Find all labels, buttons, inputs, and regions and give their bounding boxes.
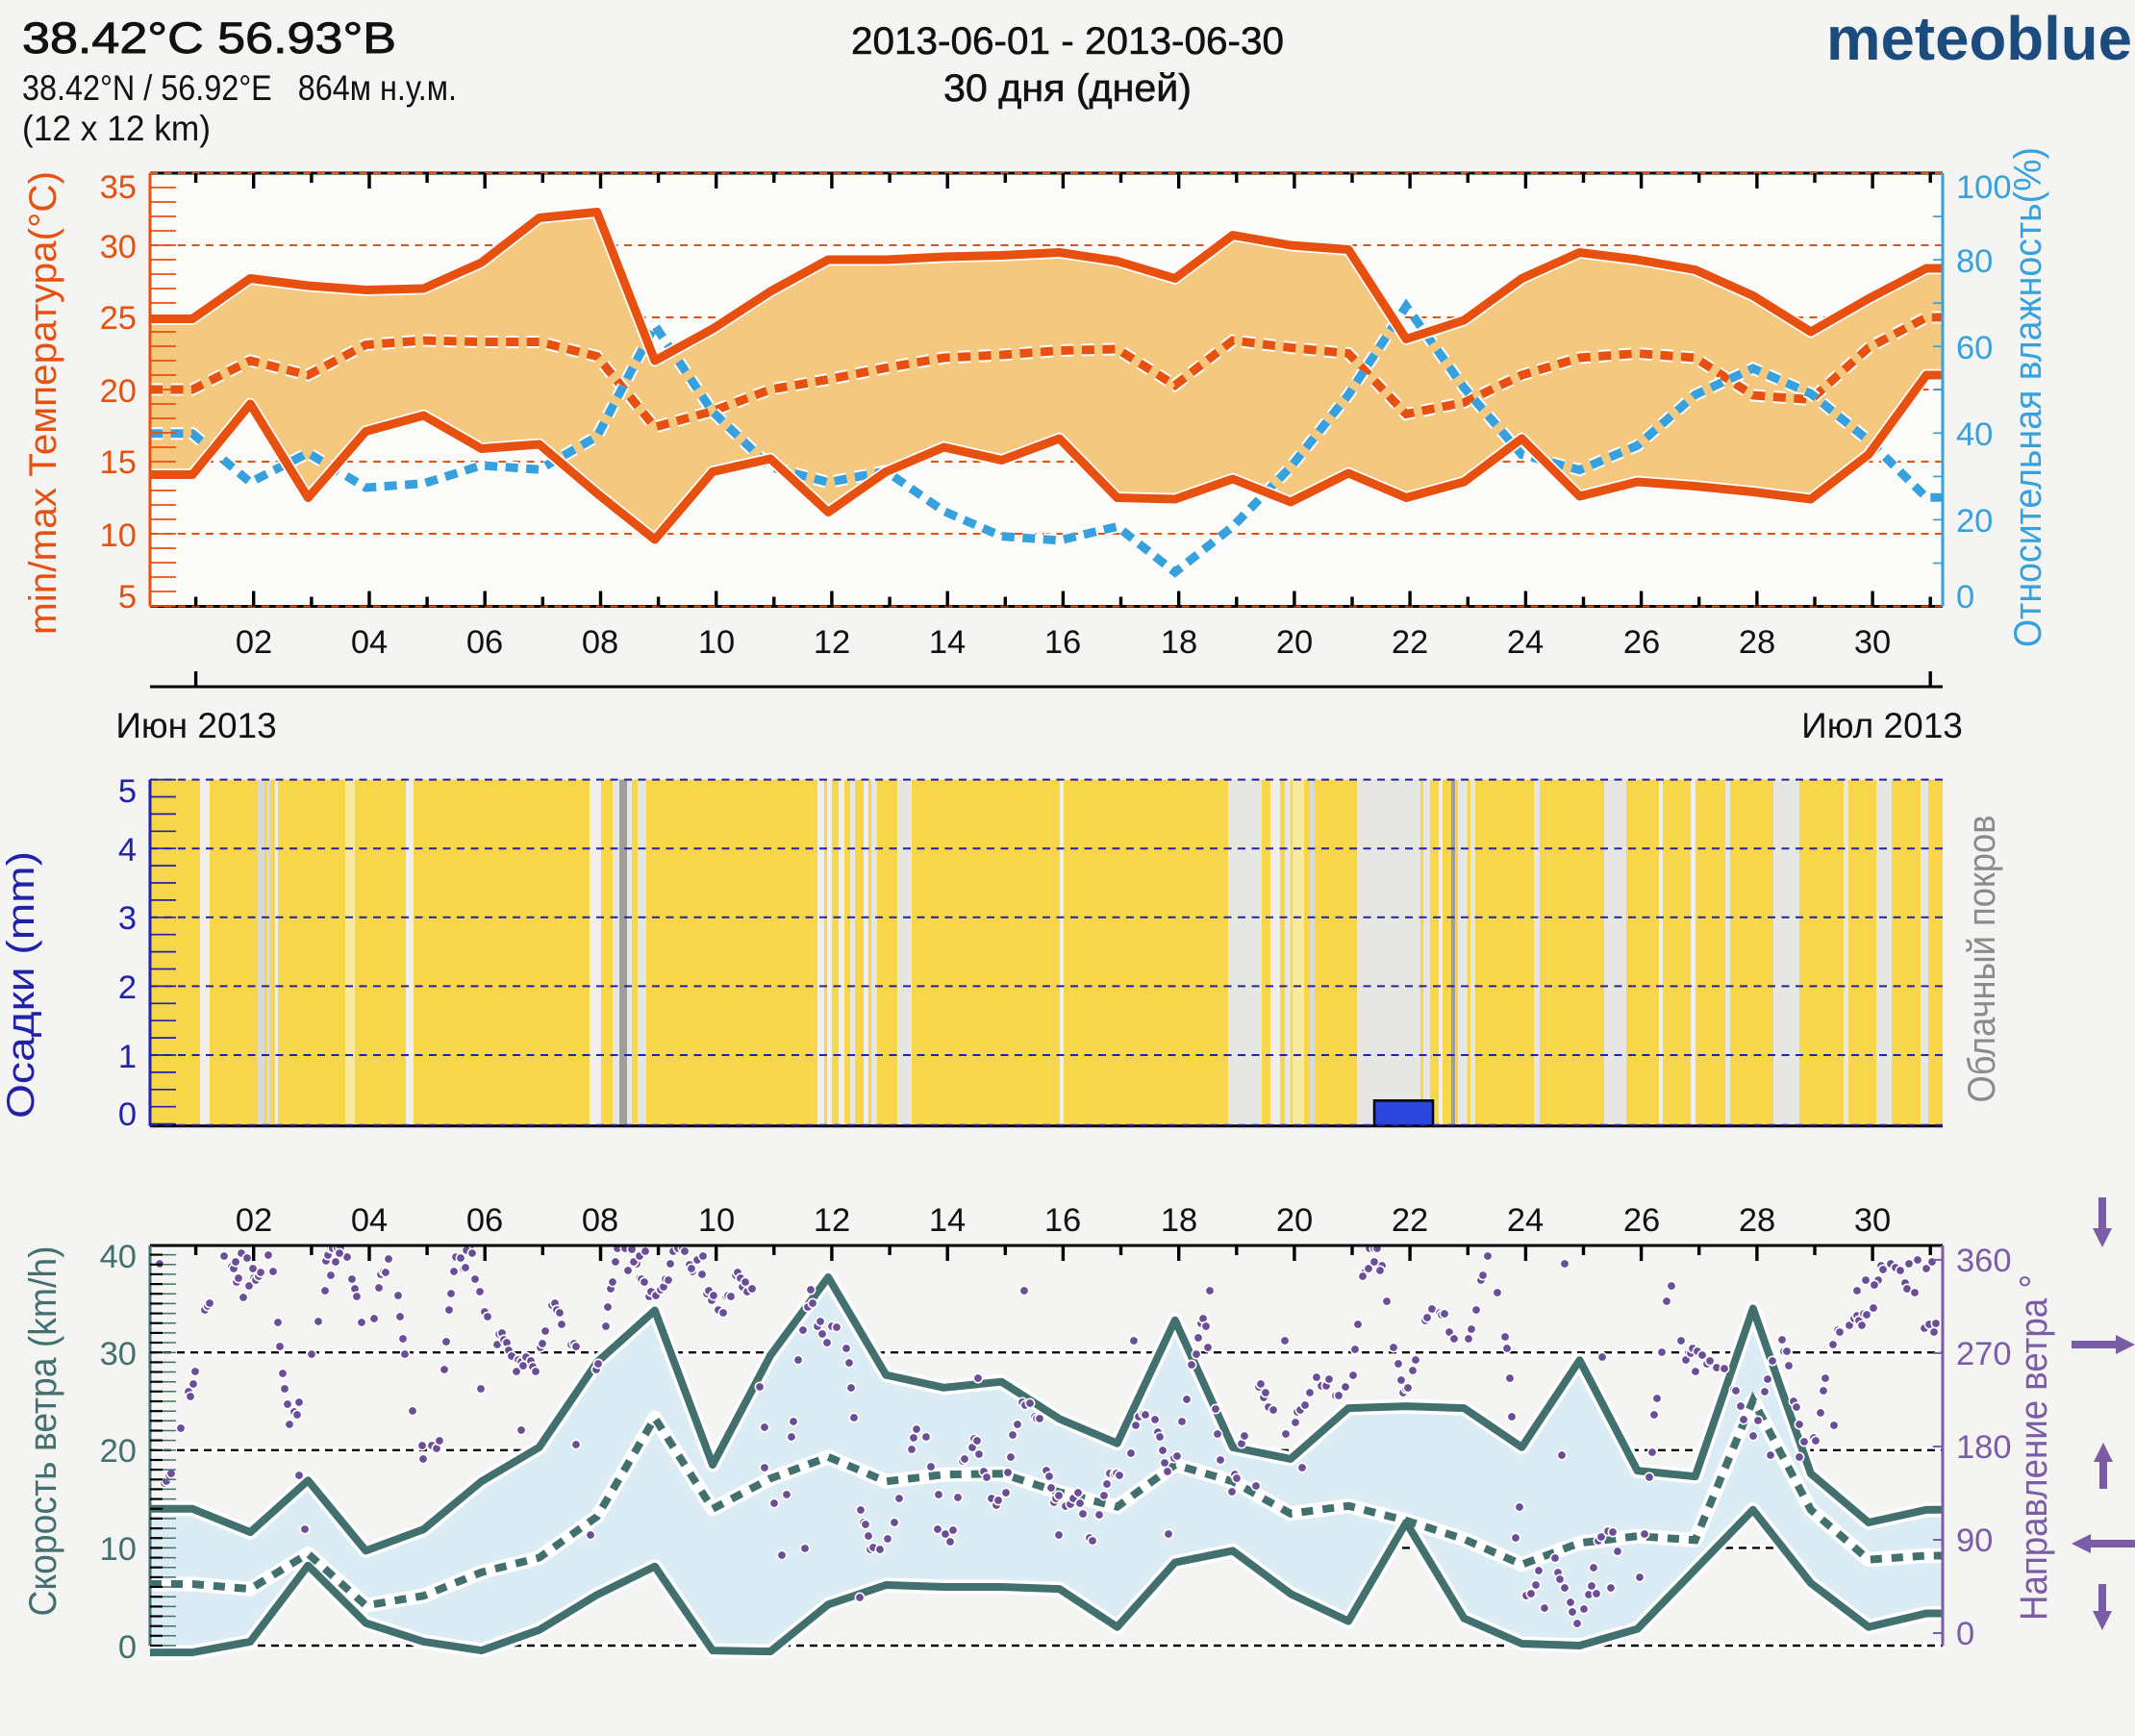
svg-text:26: 26 — [1623, 624, 1660, 661]
svg-text:06: 06 — [466, 1202, 503, 1239]
svg-text:80: 80 — [1956, 243, 1993, 280]
svg-text:30 дня (дней): 30 дня (дней) — [943, 67, 1192, 110]
svg-text:18: 18 — [1161, 1202, 1197, 1239]
svg-text:40: 40 — [1956, 416, 1993, 453]
svg-text:10: 10 — [698, 624, 735, 661]
svg-text:4: 4 — [118, 832, 137, 868]
svg-text:30: 30 — [100, 229, 137, 265]
svg-text:12: 12 — [814, 1202, 850, 1239]
svg-text:24: 24 — [1507, 1202, 1544, 1239]
svg-text:02: 02 — [236, 1202, 272, 1239]
svg-text:10: 10 — [100, 1531, 137, 1568]
svg-text:12: 12 — [814, 624, 850, 661]
svg-text:60: 60 — [1956, 330, 1993, 366]
svg-text:02: 02 — [236, 624, 272, 661]
svg-text:Скорость ветра (km/h): Скорость ветра (km/h) — [22, 1246, 64, 1617]
svg-text:Июн 2013: Июн 2013 — [115, 706, 276, 745]
svg-text:16: 16 — [1044, 624, 1081, 661]
svg-text:90: 90 — [1956, 1522, 1993, 1559]
svg-text:22: 22 — [1392, 1202, 1428, 1239]
svg-text:10: 10 — [698, 1202, 735, 1239]
svg-text:20: 20 — [1276, 624, 1313, 661]
svg-text:1: 1 — [118, 1039, 137, 1075]
svg-text:20: 20 — [1276, 1202, 1313, 1239]
svg-text:20: 20 — [100, 373, 137, 410]
svg-text:38.42°N / 56.92°E 864м н.у.м: 38.42°N / 56.92°E 864м н.у.м. — [22, 68, 457, 108]
svg-text:Облачный покров: Облачный покров — [1961, 816, 2003, 1103]
svg-text:40: 40 — [100, 1239, 137, 1275]
svg-text:24: 24 — [1507, 624, 1544, 661]
svg-text:100: 100 — [1956, 169, 2012, 206]
svg-text:06: 06 — [466, 624, 503, 661]
svg-text:3: 3 — [118, 900, 137, 937]
svg-text:04: 04 — [351, 1202, 388, 1239]
svg-text:26: 26 — [1623, 1202, 1660, 1239]
svg-text:0: 0 — [1956, 579, 1974, 616]
svg-text:360: 360 — [1956, 1243, 2012, 1279]
svg-text:20: 20 — [1956, 503, 1993, 540]
svg-text:28: 28 — [1739, 624, 1775, 661]
svg-text:5: 5 — [118, 579, 137, 616]
svg-text:0: 0 — [118, 1629, 137, 1666]
svg-text:20: 20 — [100, 1433, 137, 1470]
svg-text:08: 08 — [582, 1202, 618, 1239]
svg-text:180: 180 — [1956, 1429, 2012, 1466]
svg-text:0: 0 — [118, 1096, 137, 1133]
svg-text:0: 0 — [1956, 1616, 1974, 1652]
svg-text:22: 22 — [1392, 624, 1428, 661]
svg-text:Июл 2013: Июл 2013 — [1801, 706, 1963, 745]
svg-text:25: 25 — [100, 300, 137, 337]
svg-text:04: 04 — [351, 624, 388, 661]
svg-text:10: 10 — [100, 517, 137, 554]
svg-text:2013-06-01 - 2013-06-30: 2013-06-01 - 2013-06-30 — [851, 20, 1284, 63]
svg-text:Направление ветра °: Направление ветра ° — [2013, 1274, 2055, 1621]
svg-text:18: 18 — [1161, 624, 1197, 661]
svg-text:28: 28 — [1739, 1202, 1775, 1239]
svg-text:Относительная влажность(%): Относительная влажность(%) — [2007, 147, 2049, 647]
svg-text:08: 08 — [582, 624, 618, 661]
svg-text:30: 30 — [100, 1336, 137, 1372]
svg-text:meteoblue: meteoblue — [1826, 4, 2132, 73]
svg-text:(12 x 12 km): (12 x 12 km) — [22, 109, 211, 148]
svg-text:15: 15 — [100, 444, 137, 481]
svg-text:30: 30 — [1854, 1202, 1891, 1239]
svg-text:2: 2 — [118, 969, 137, 1006]
svg-text:Осадки (mm): Осадки (mm) — [0, 851, 42, 1119]
svg-text:min/max Температура(°C): min/max Температура(°C) — [22, 171, 64, 635]
svg-text:16: 16 — [1044, 1202, 1081, 1239]
svg-text:14: 14 — [929, 1202, 966, 1239]
svg-text:38.42°C 56.93°B: 38.42°C 56.93°B — [22, 13, 396, 63]
svg-text:30: 30 — [1854, 624, 1891, 661]
svg-text:5: 5 — [118, 773, 137, 810]
svg-text:14: 14 — [929, 624, 966, 661]
svg-text:35: 35 — [100, 169, 137, 206]
svg-text:270: 270 — [1956, 1336, 2012, 1372]
